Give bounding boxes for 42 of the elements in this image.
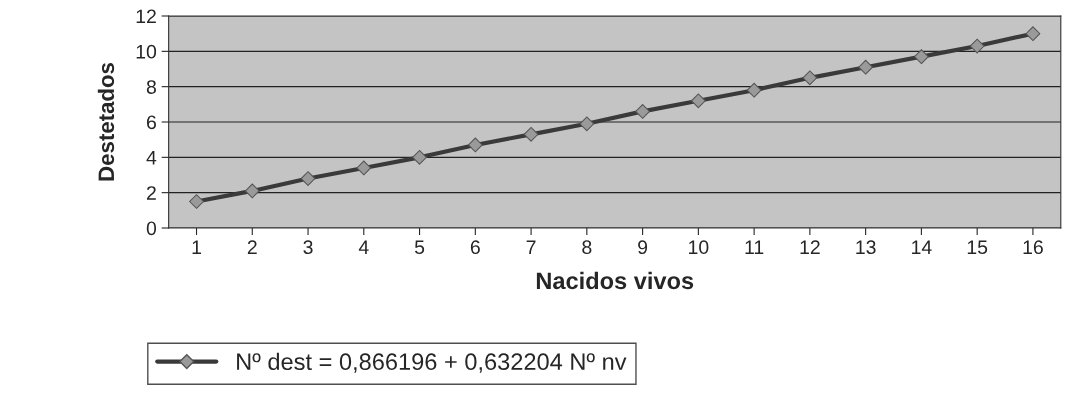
x-tick-label: 2 xyxy=(247,240,257,254)
point xyxy=(802,70,818,86)
x-tick-label: 9 xyxy=(638,240,648,255)
point xyxy=(244,183,260,199)
point xyxy=(467,137,483,153)
y-tick-label: 10 xyxy=(136,44,157,59)
x-axis-title: Nacidos vivos xyxy=(536,271,694,290)
x-tick-label: 1 xyxy=(192,240,201,254)
x-tick-label: 11 xyxy=(745,240,764,254)
point xyxy=(635,104,650,119)
point xyxy=(858,59,874,75)
x-tick-label: 7 xyxy=(526,240,536,254)
point xyxy=(356,160,372,176)
point xyxy=(579,116,595,132)
x-tick-label: 16 xyxy=(1023,240,1043,255)
y-tick-label: 12 xyxy=(136,9,156,24)
point xyxy=(1025,26,1041,42)
point xyxy=(914,49,929,65)
x-tick-label: 13 xyxy=(856,240,876,255)
x-tick-label: 12 xyxy=(800,240,820,254)
point xyxy=(300,171,316,186)
x-tick-label: 6 xyxy=(470,240,480,255)
y-axis-title: Destetados xyxy=(97,63,115,181)
x-tick-label: 3 xyxy=(303,240,313,255)
point xyxy=(412,149,427,165)
x-tick-label: 14 xyxy=(912,240,932,254)
y-tick-label: 2 xyxy=(147,186,156,200)
y-tick-label: 4 xyxy=(146,151,157,165)
x-tick-label: 8 xyxy=(582,240,592,255)
y-tick-label: 6 xyxy=(147,115,156,130)
point xyxy=(189,194,204,209)
point xyxy=(746,82,762,98)
y-tick-label: 8 xyxy=(146,80,156,94)
x-tick-label: 10 xyxy=(689,240,709,255)
x-tick-label: 4 xyxy=(358,240,369,254)
y-tick-label: 0 xyxy=(146,221,157,236)
legend-label: Nº dest = 0,866196 + 0,632204 Nº nv xyxy=(237,352,627,373)
x-tick-label: 5 xyxy=(414,240,425,255)
point xyxy=(969,38,985,54)
point xyxy=(523,126,539,142)
x-tick-label: 15 xyxy=(967,240,988,255)
point xyxy=(690,93,706,109)
